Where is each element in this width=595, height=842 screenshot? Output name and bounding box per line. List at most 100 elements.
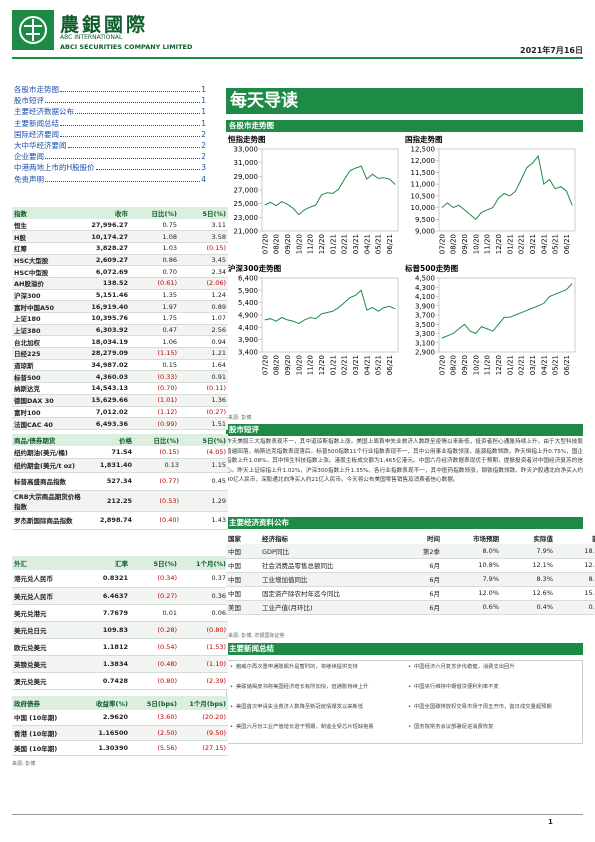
cell: 212.25: [84, 490, 134, 512]
x-tick-label: 12/20: [495, 355, 503, 375]
cell: 0.13: [134, 458, 181, 473]
chart-title: 沪深300走势图: [228, 263, 282, 273]
x-tick-label: 09/20: [461, 355, 469, 375]
y-tick-label: 3,500: [415, 321, 435, 329]
cell: 港元兑人民币: [12, 570, 76, 588]
x-tick-label: 05/21: [375, 355, 383, 375]
cell: 0.36: [179, 587, 228, 605]
table-row: 英镑兑美元 1.3834 (0.48) (1.10): [12, 655, 228, 673]
cell: 1.97: [130, 300, 179, 313]
cell: 道琼斯: [12, 359, 76, 372]
toc-label: 免责声明: [14, 174, 44, 184]
toc-label: 大中华经济要闻: [14, 141, 67, 150]
cell: (1.12): [130, 406, 179, 419]
cell: (5.56): [130, 740, 179, 756]
section-banner: 各股市走势图: [226, 120, 583, 132]
cell: 0.4%: [501, 600, 555, 615]
y-tick-label: 21,000: [234, 228, 259, 236]
toc-leader: [45, 151, 201, 160]
toc-page: 1: [201, 118, 206, 128]
x-tick-label: 09/20: [284, 234, 292, 254]
table-row: 台北加权 18,034.19 1.06 0.94: [12, 335, 228, 349]
cell: (0.48): [130, 655, 179, 673]
toc-leader: [67, 140, 201, 148]
y-tick-label: 33,000: [234, 146, 259, 154]
toc-label: 主要新闻总结: [14, 118, 59, 128]
section-banner: 股市短评: [226, 424, 583, 436]
cell: 7,012.02: [76, 406, 130, 419]
y-tick-label: 27,000: [234, 187, 259, 195]
cell: 0.91: [179, 370, 228, 384]
cell: 0.06: [179, 604, 228, 622]
cell: (2.06): [179, 277, 228, 290]
cell: 1.08: [130, 230, 179, 243]
x-tick-label: 12/20: [495, 234, 503, 254]
table-row: 港元兑人民币 0.8321 (0.34) 0.37: [12, 570, 228, 588]
cell: 1.16500: [76, 725, 130, 741]
table-row: 欧元兑美元 1.1812 (0.54) (1.53): [12, 638, 228, 656]
cell: 1.1812: [76, 638, 130, 656]
news-item: • 中国经济六月复苏步伐稳健，消费支出回升: [408, 664, 578, 671]
cell: (0.77): [134, 472, 181, 491]
header-cell: 收市: [76, 207, 130, 219]
toc-label: 国际经济要闻: [14, 129, 59, 139]
data-table: 国家经济指标时间市场预期实际值前值中国GDP同比第2季8.0%7.9%18.3%…: [226, 531, 595, 615]
line: [441, 283, 573, 339]
x-tick-label: 11/20: [307, 355, 315, 375]
news-item: • 美联储褐皮书称美国经济增长有所加快，但通胀持续上升: [230, 684, 400, 691]
table-row: 沪深300 5,151.46 1.35 1.24: [12, 289, 228, 302]
cell: (0.99): [130, 417, 179, 430]
x-tick-label: 07/20: [438, 355, 446, 375]
cell: 欧元兑美元: [12, 638, 76, 656]
news-text: 美联储褐皮书称美国经济增长有所加快，但通胀持续上升: [236, 684, 369, 690]
x-tick-label: 09/20: [284, 355, 292, 375]
plot-frame: [438, 277, 576, 353]
toc-item: 大中华经济要闻 2: [14, 140, 206, 151]
cell: 罗杰斯国际商品指数: [12, 511, 84, 530]
cell: 15.4%: [555, 586, 595, 601]
commentary: 昨天美股三大指数表现不一，其中道琼斯指数上涨。美国上周首申失业救济人数跌至疫情以…: [226, 439, 583, 483]
cell: 15,629.66: [76, 394, 130, 407]
table-header: 政府债券 收益率(%) 5日(bps) 1个月(bps): [12, 696, 228, 710]
cell: (0.27): [130, 587, 179, 605]
cell: 1.03: [130, 242, 179, 255]
cell: (20.20): [179, 710, 228, 726]
cell: 0.7%: [555, 600, 595, 615]
cell: 7.7679: [76, 604, 130, 622]
cell: 英镑兑美元: [12, 655, 76, 673]
x-tick-label: 12/20: [318, 355, 326, 375]
bullet: •: [230, 724, 234, 730]
cell: 工业增加值同比: [260, 572, 388, 587]
cell: AH股溢价: [12, 277, 76, 290]
header-cell: 1个月(%): [179, 556, 228, 570]
y-tick-label: 12,500: [411, 146, 436, 154]
header-cell: 市场预期: [442, 531, 501, 544]
y-tick-label: 11,500: [411, 169, 436, 177]
table-row: 富时100 7,012.02 (1.12) (0.27): [12, 406, 228, 419]
cell: 1,831.40: [84, 458, 134, 473]
toc-page: 1: [201, 85, 206, 94]
x-tick-label: 08/20: [450, 234, 458, 254]
x-tick-label: 07/20: [261, 355, 269, 375]
toc-leader: [75, 106, 201, 115]
toc-item: 免责声明 4: [14, 174, 206, 185]
y-tick-label: 3,100: [415, 339, 435, 347]
cell: 6,072.69: [76, 265, 130, 278]
news-text: 国务院常务会议部署促进消费恢复: [414, 724, 494, 730]
toc-label: 企业要闻: [14, 152, 44, 162]
table-row: 美元兑日元 109.83 (0.28) (0.80): [12, 621, 228, 639]
x-tick-label: 07/20: [438, 234, 446, 254]
cell: 12.1%: [501, 558, 555, 573]
cell: 纽约期油(美元/桶): [12, 446, 84, 459]
news-item: • 国务院常务会议部署促进消费恢复: [408, 724, 578, 731]
bullet: •: [230, 704, 234, 710]
cell: 上证180: [12, 312, 76, 325]
cell: 1.51: [179, 417, 228, 430]
toc-item: 主要新闻总结 1: [14, 118, 206, 129]
table-row: CRB大宗商品期货价格指数 212.25 (0.53) 1.29: [12, 490, 228, 512]
cell: 0.47: [130, 324, 179, 337]
cell: 7.9%: [442, 572, 501, 587]
cell: H股: [12, 230, 76, 243]
